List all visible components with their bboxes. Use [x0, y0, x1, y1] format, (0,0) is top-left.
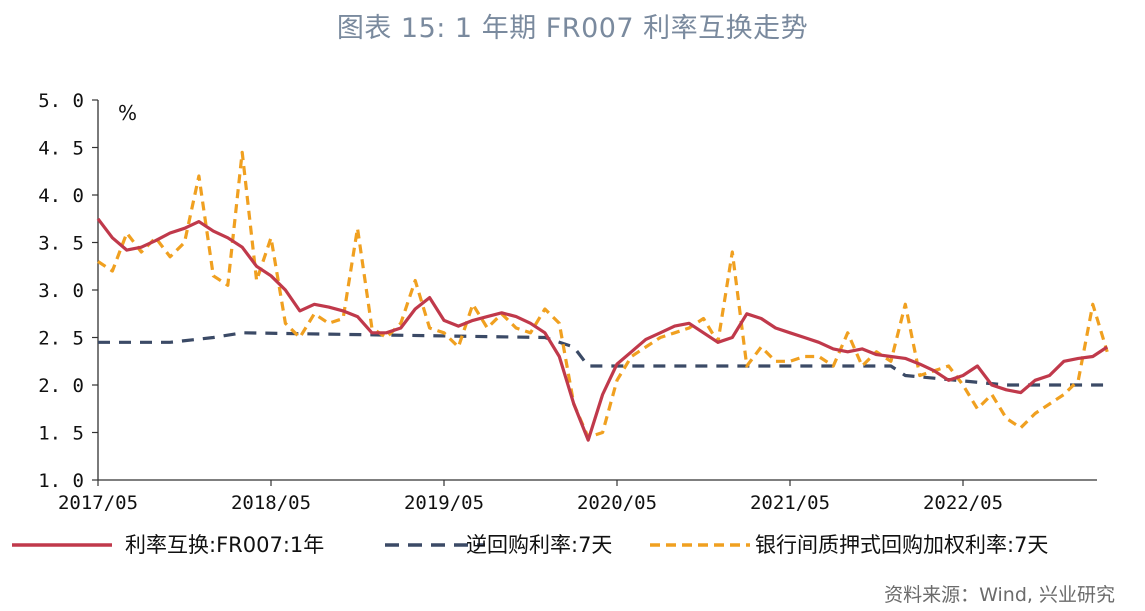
unit-label: %	[118, 101, 137, 125]
y-tick-label: 2. 5	[38, 328, 84, 350]
chart-title: 图表 15: 1 年期 FR007 利率互换走势	[336, 13, 809, 44]
x-tick-label: 2017/05	[58, 492, 138, 514]
y-tick-label: 4. 0	[38, 185, 84, 207]
repo-series-line	[98, 331, 1108, 387]
legend-label: 逆回购利率:7天	[466, 533, 612, 557]
x-tick-label: 2019/05	[404, 492, 484, 514]
x-tick-label: 2021/05	[750, 492, 830, 514]
source-note: 资料来源：Wind, 兴业研究	[884, 584, 1115, 606]
y-tick-label: 3. 5	[38, 233, 84, 255]
legend-label: 利率互换:FR007:1年	[125, 533, 324, 557]
y-tick-label: 5. 0	[38, 90, 84, 112]
x-tick-label: 2022/05	[923, 492, 1003, 514]
legend: 利率互换:FR007:1年 逆回购利率:7天 银行间质押式回购加权利率:7天	[12, 533, 1048, 557]
x-tick-label: 2020/05	[577, 492, 657, 514]
y-tick-label: 1. 5	[38, 423, 84, 445]
interbank-series-line	[97, 150, 1109, 439]
axes: 5. 0 4. 5 4. 0 3. 5 3. 0 2. 5 2. 0 1. 5 1. 02017…	[38, 90, 1097, 514]
x-tick-label: 2018/05	[231, 492, 311, 514]
series-lines	[96, 150, 1109, 442]
y-tick-label: 3. 0	[38, 280, 84, 302]
swap-series-line	[96, 217, 1109, 442]
y-tick-label: 4. 5	[38, 138, 84, 160]
y-tick-label: 1. 0	[38, 470, 84, 492]
y-tick-label: 2. 0	[38, 375, 84, 397]
legend-label: 银行间质押式回购加权利率:7天	[755, 533, 1048, 557]
